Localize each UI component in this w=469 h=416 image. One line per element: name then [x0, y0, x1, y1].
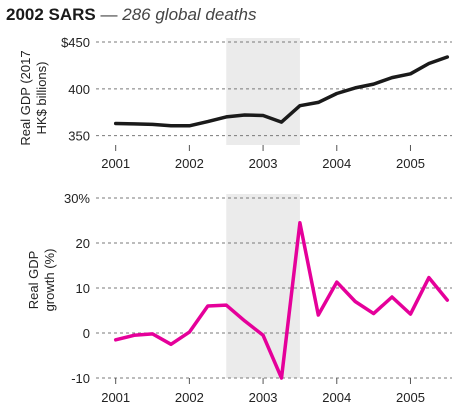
y-tick-label: 10 — [76, 281, 90, 296]
y-tick-label: 20 — [76, 236, 90, 251]
x-tick-label: 2001 — [101, 390, 130, 405]
y-axis-label-line: growth (%) — [42, 249, 57, 312]
chart-subtitle: 286 global deaths — [122, 5, 257, 24]
y-tick-label: 0 — [83, 326, 90, 341]
highlight-band — [226, 194, 300, 378]
x-tick-label: 2005 — [396, 390, 425, 405]
x-tick-label: 2001 — [101, 156, 130, 171]
y-axis-label-line: Real GDP — [26, 251, 41, 310]
x-tick-label: 2004 — [322, 156, 351, 171]
highlight-band — [226, 38, 300, 145]
x-tick-label: 2005 — [396, 156, 425, 171]
y-tick-label: 400 — [68, 82, 90, 97]
y-axis-label: Real GDP (2017HK$ billions) — [18, 50, 49, 145]
y-axis-label-line: Real GDP (2017 — [18, 50, 33, 145]
x-tick-label: 2002 — [175, 156, 204, 171]
y-axis-label-line: HK$ billions) — [34, 62, 49, 135]
y-tick-label: $450 — [61, 35, 90, 50]
x-tick-label: 2003 — [249, 390, 278, 405]
chart-title-block: 2002 SARS — 286 global deaths — [6, 4, 256, 26]
y-tick-label: -10 — [71, 371, 90, 386]
y-tick-label: 350 — [68, 129, 90, 144]
gdp-series-line — [113, 55, 450, 128]
x-tick-label: 2003 — [249, 156, 278, 171]
growth-series-line — [113, 221, 450, 380]
title-separator: — — [100, 5, 118, 24]
chart-title: 2002 SARS — [6, 5, 96, 24]
x-tick-label: 2002 — [175, 390, 204, 405]
y-axis-label: Real GDPgrowth (%) — [26, 249, 57, 312]
x-tick-label: 2004 — [322, 390, 351, 405]
y-tick-label: 30% — [64, 191, 90, 206]
